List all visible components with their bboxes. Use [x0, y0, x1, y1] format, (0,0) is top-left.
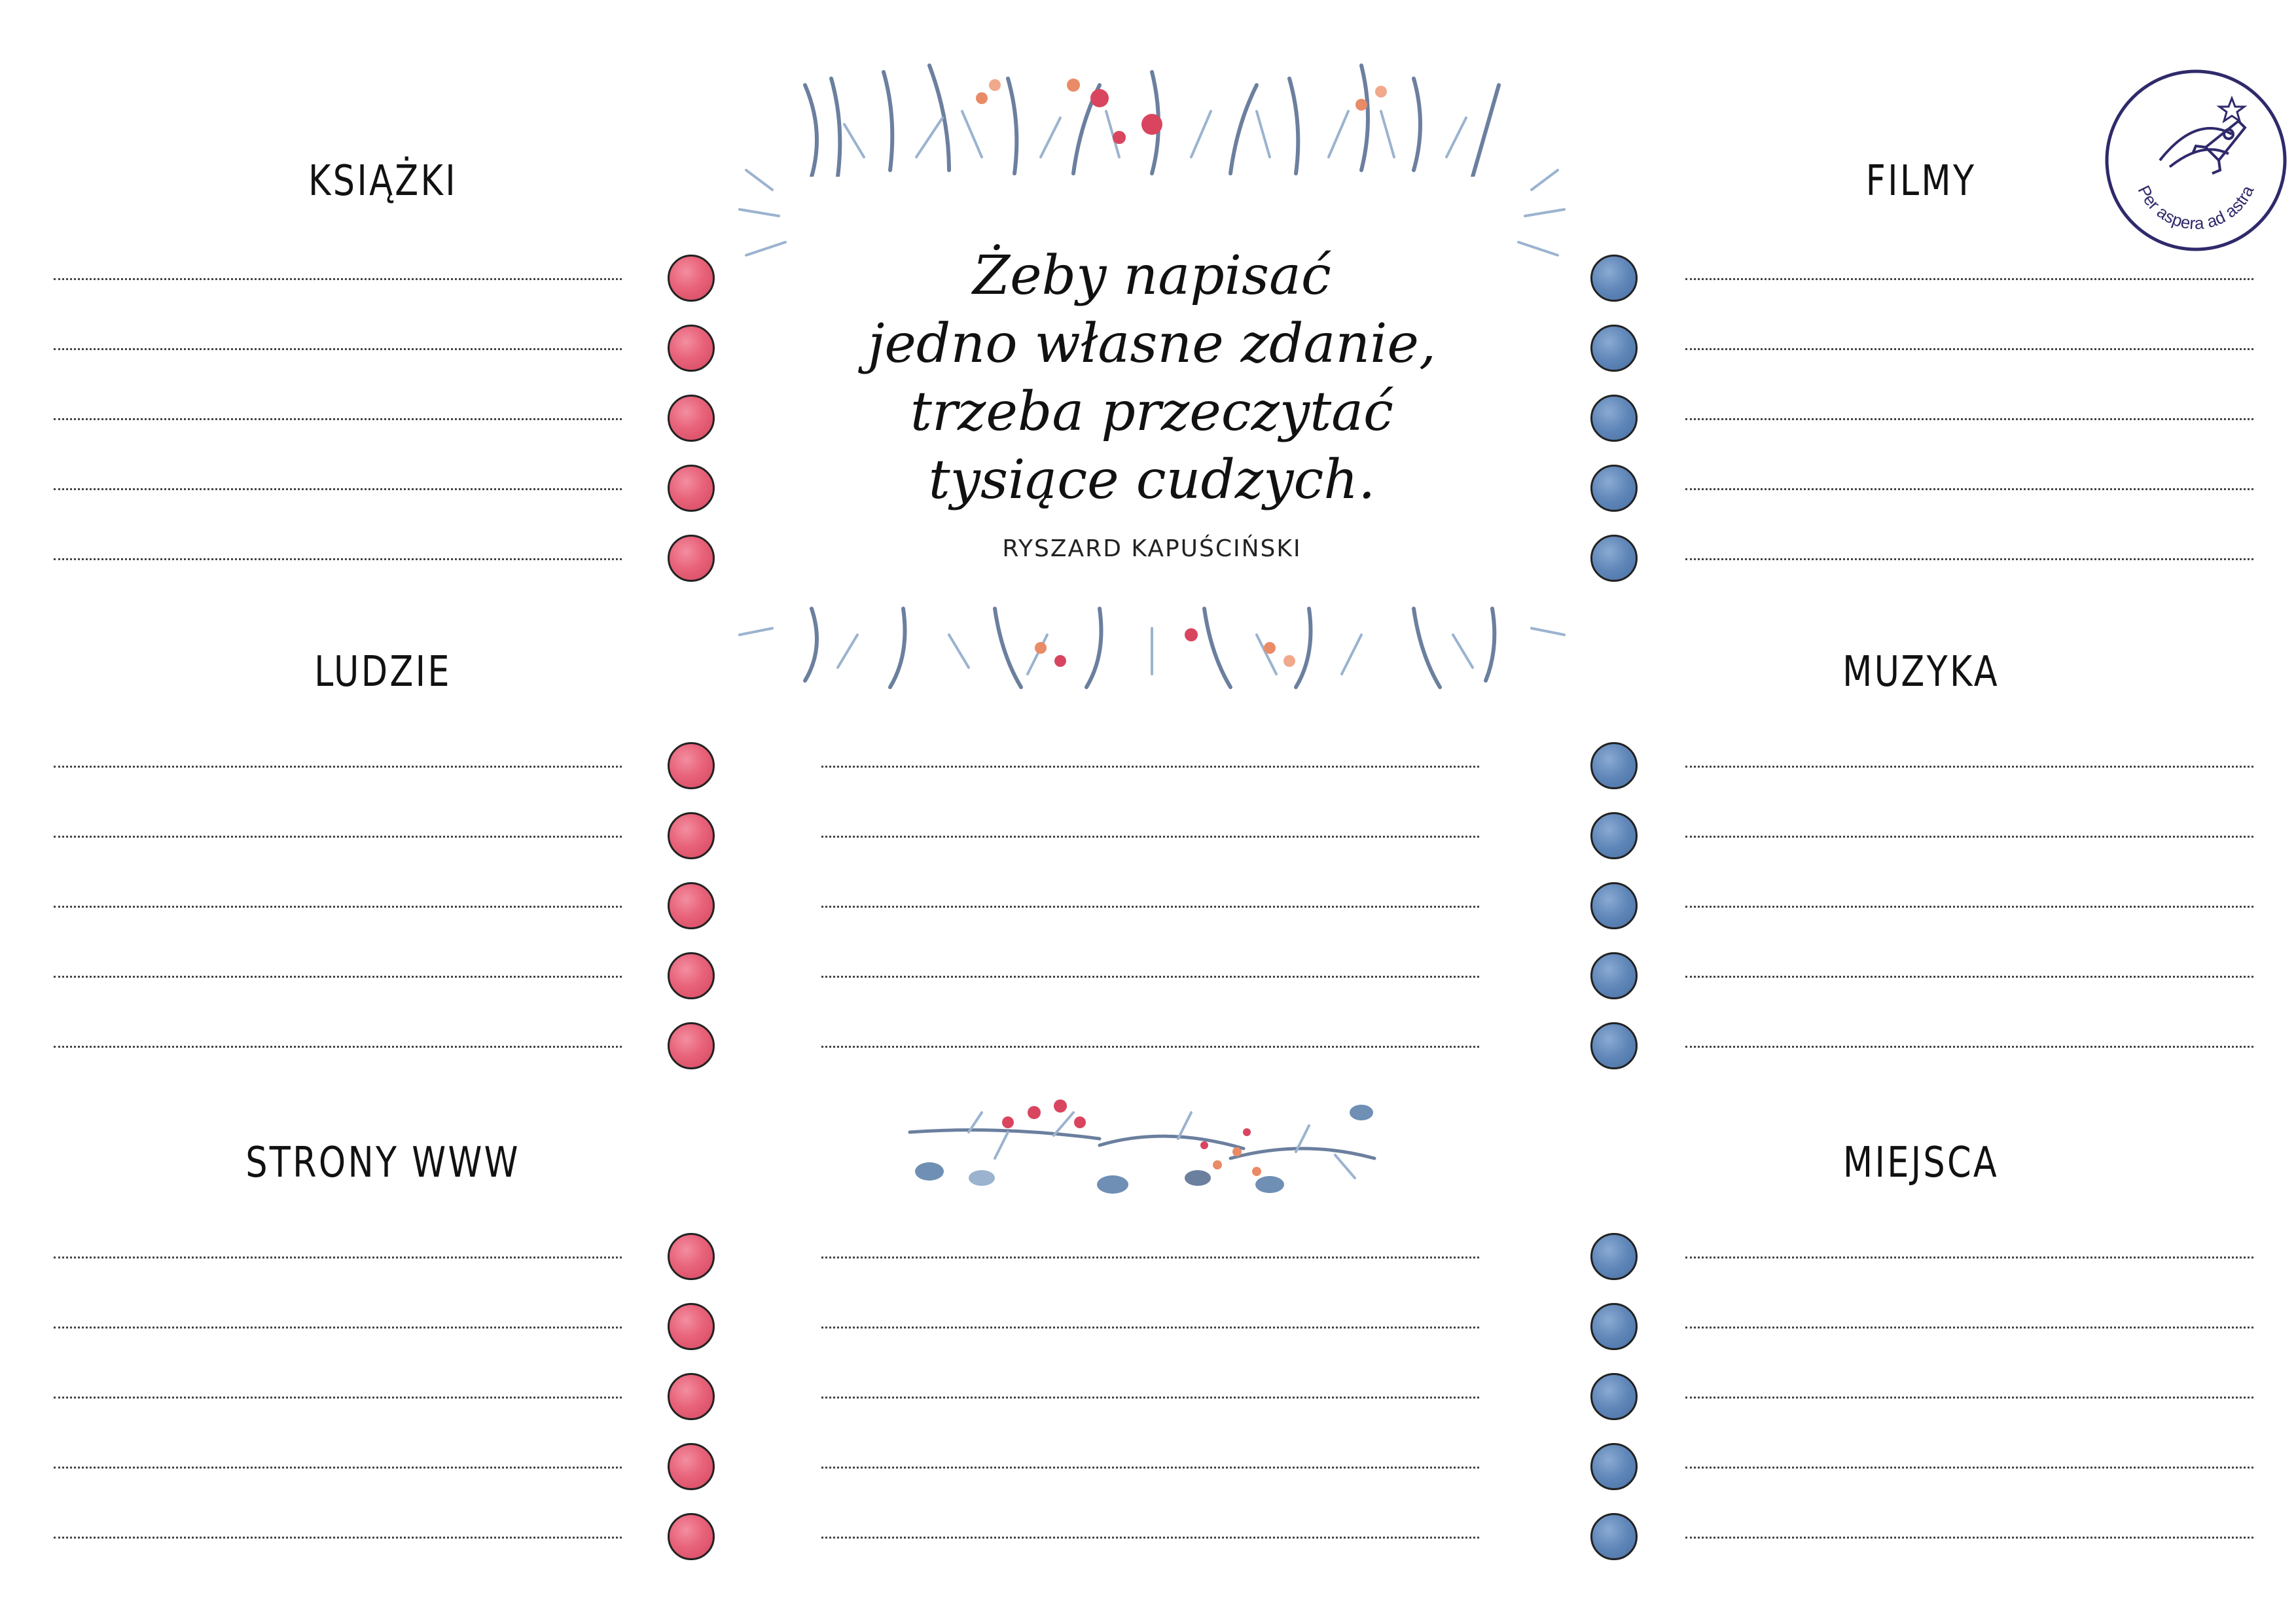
middle-writing-line[interactable]	[821, 836, 1479, 838]
writing-line[interactable]	[1685, 1397, 2253, 1399]
writing-line[interactable]	[54, 1257, 622, 1258]
writing-line[interactable]	[54, 1327, 622, 1329]
middle-writing-line[interactable]	[821, 976, 1479, 978]
writing-line[interactable]	[54, 1397, 622, 1399]
blue-bullet-dot	[1590, 1022, 1638, 1069]
writing-line[interactable]	[1685, 906, 2253, 908]
pink-bullet-dot	[668, 255, 715, 302]
middle-writing-line[interactable]	[821, 1467, 1479, 1469]
middle-writing-line[interactable]	[821, 1046, 1479, 1048]
quote-line: jedno własne zdanie,	[867, 313, 1437, 375]
pink-bullet-dot	[668, 465, 715, 512]
section-title-filmy: FILMY	[1865, 157, 1977, 205]
section-title-ludzie: LUDZIE	[314, 648, 452, 696]
writing-line[interactable]	[1685, 558, 2253, 560]
pink-bullet-dot	[668, 742, 715, 789]
pink-bullet-dot	[668, 952, 715, 999]
writing-line[interactable]	[54, 558, 622, 560]
writing-line[interactable]	[1685, 1467, 2253, 1469]
pink-bullet-dot	[668, 1513, 715, 1560]
blue-bullet-dot	[1590, 952, 1638, 999]
writing-line[interactable]	[54, 1467, 622, 1469]
writing-line[interactable]	[54, 766, 622, 768]
section-title-miejsca: MIEJSCA	[1842, 1139, 2000, 1187]
writing-line[interactable]	[1685, 836, 2253, 838]
writing-line[interactable]	[54, 278, 622, 280]
writing-line[interactable]	[1685, 418, 2253, 420]
pink-bullet-dot	[668, 1303, 715, 1350]
pink-bullet-dot	[668, 535, 715, 582]
rocket-badge-icon: Per aspera ad astra	[2105, 69, 2287, 251]
writing-line[interactable]	[1685, 488, 2253, 490]
writing-line[interactable]	[1685, 976, 2253, 978]
writing-line[interactable]	[54, 906, 622, 908]
blue-bullet-dot	[1590, 812, 1638, 859]
quote-line: tysiące cudzych.	[928, 449, 1376, 511]
blue-bullet-dot	[1590, 465, 1638, 512]
quote-line: Żeby napisać	[973, 245, 1331, 307]
writing-line[interactable]	[1685, 348, 2253, 350]
floral-sprig-decoration	[908, 1099, 1376, 1194]
badge-logo: Per aspera ad astra	[2098, 62, 2294, 259]
blue-bullet-dot	[1590, 882, 1638, 929]
middle-writing-line[interactable]	[821, 1327, 1479, 1329]
floral-frame-decoration	[738, 63, 1566, 689]
writing-line[interactable]	[1685, 1327, 2253, 1329]
section-title-ksiazki: KSIĄŻKI	[308, 157, 457, 205]
writing-line[interactable]	[54, 836, 622, 838]
quote-card: Żeby napisać jedno własne zdanie, trzeba…	[792, 177, 1512, 602]
blue-bullet-dot	[1590, 1233, 1638, 1280]
writing-line[interactable]	[54, 348, 622, 350]
writing-line[interactable]	[54, 976, 622, 978]
writing-line[interactable]	[1685, 1257, 2253, 1258]
blue-bullet-dot	[1590, 1303, 1638, 1350]
section-title-muzyka: MUZYKA	[1842, 648, 2000, 696]
blue-bullet-dot	[1590, 1513, 1638, 1560]
middle-writing-line[interactable]	[821, 1257, 1479, 1258]
writing-line[interactable]	[1685, 1046, 2253, 1048]
pink-bullet-dot	[668, 395, 715, 442]
quote-text: Żeby napisać jedno własne zdanie, trzeba…	[792, 242, 1512, 514]
writing-line[interactable]	[54, 418, 622, 420]
pink-bullet-dot	[668, 1373, 715, 1420]
pink-bullet-dot	[668, 882, 715, 929]
badge-text: Per aspera ad astra	[2134, 182, 2258, 233]
middle-writing-line[interactable]	[821, 906, 1479, 908]
pink-bullet-dot	[668, 812, 715, 859]
blue-bullet-dot	[1590, 325, 1638, 372]
pink-bullet-dot	[668, 325, 715, 372]
blue-bullet-dot	[1590, 742, 1638, 789]
middle-writing-line[interactable]	[821, 1397, 1479, 1399]
section-title-strony: STRONY WWW	[245, 1139, 520, 1187]
pink-bullet-dot	[668, 1233, 715, 1280]
blue-bullet-dot	[1590, 395, 1638, 442]
pink-bullet-dot	[668, 1443, 715, 1490]
writing-line[interactable]	[1685, 1537, 2253, 1539]
pink-bullet-dot	[668, 1022, 715, 1069]
middle-writing-line[interactable]	[821, 766, 1479, 768]
writing-line[interactable]	[54, 1537, 622, 1539]
quote-author: RYSZARD KAPUŚCIŃSKI	[1002, 535, 1302, 562]
blue-bullet-dot	[1590, 1443, 1638, 1490]
quote-line: trzeba przeczytać	[910, 381, 1393, 443]
blue-bullet-dot	[1590, 255, 1638, 302]
blue-bullet-dot	[1590, 535, 1638, 582]
blue-bullet-dot	[1590, 1373, 1638, 1420]
writing-line[interactable]	[1685, 278, 2253, 280]
writing-line[interactable]	[54, 1046, 622, 1048]
writing-line[interactable]	[1685, 766, 2253, 768]
middle-writing-line[interactable]	[821, 1537, 1479, 1539]
svg-text:Per aspera ad astra: Per aspera ad astra	[2134, 182, 2258, 233]
writing-line[interactable]	[54, 488, 622, 490]
